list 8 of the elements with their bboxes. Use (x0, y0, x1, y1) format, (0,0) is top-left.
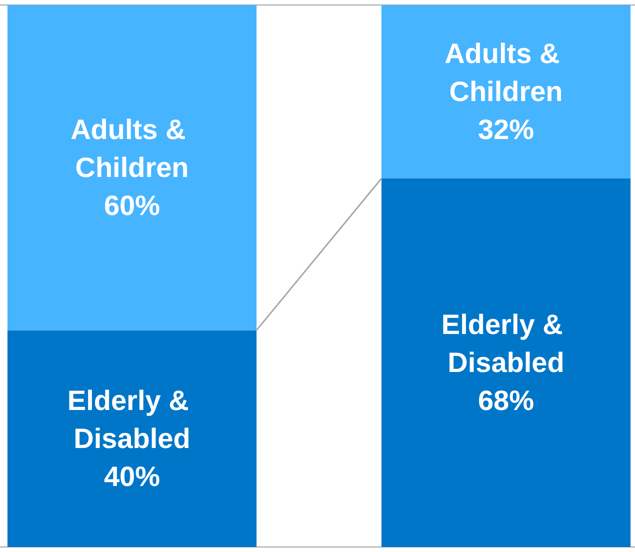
data-label: 68% (478, 385, 534, 416)
text: Elderly & Disabled (441, 309, 564, 378)
data-label: 60% (104, 190, 160, 222)
text: Adults & Children (70, 114, 189, 184)
data-label: 40% (104, 461, 160, 492)
series-label: Adults & Children (444, 38, 568, 108)
series-label: Elderly & Disabled (67, 385, 197, 454)
data-label: 32% (478, 114, 534, 146)
